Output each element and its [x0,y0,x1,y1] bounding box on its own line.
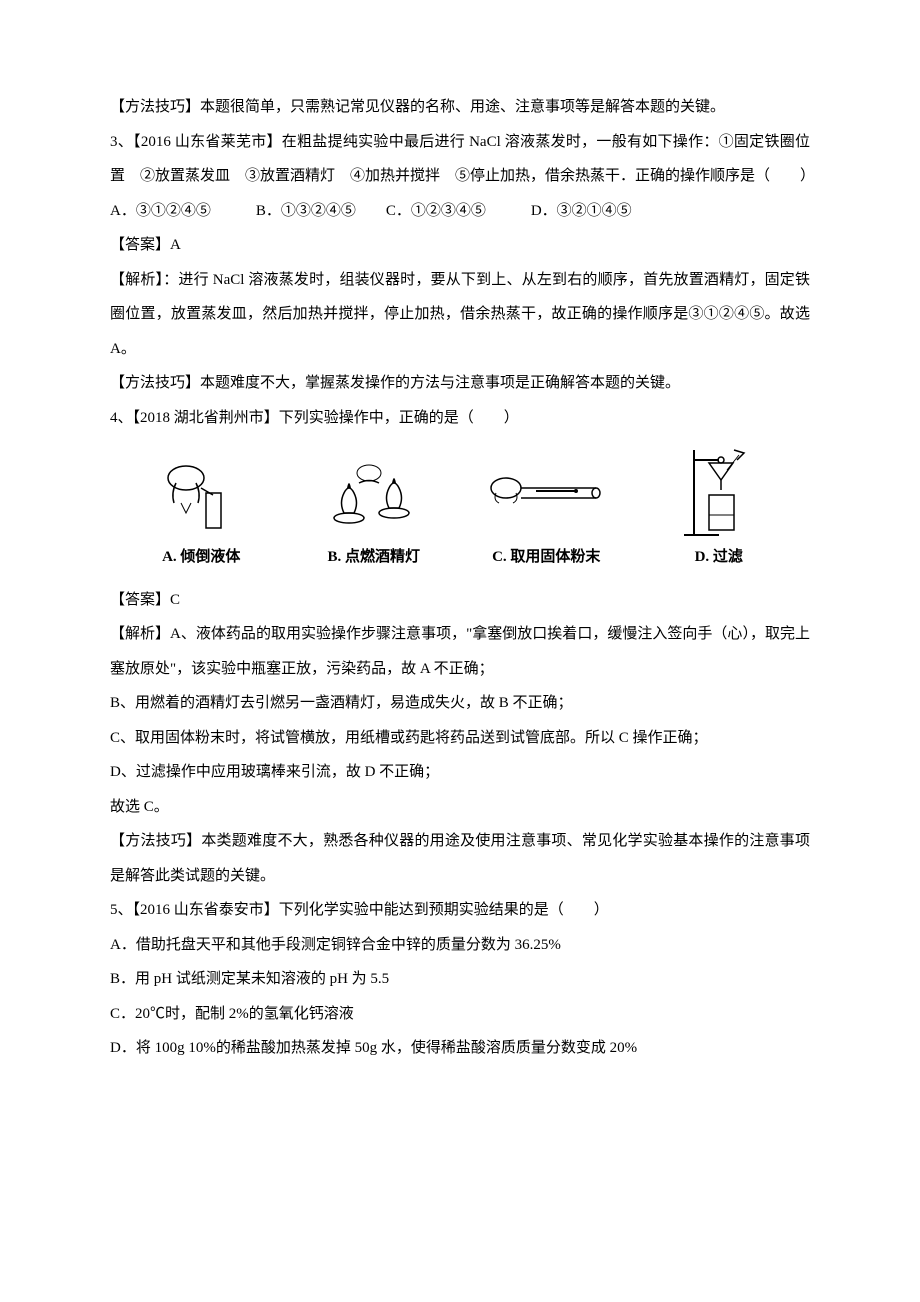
method-tip-1: 【方法技巧】本题很简单，只需熟记常见仪器的名称、用途、注意事项等是解答本题的关键… [110,90,810,125]
question-4-stem: 4、【2018 湖北省荆州市】下列实验操作中，正确的是（ ） [110,401,810,436]
image-d-filter [679,450,759,535]
question-3-options: A．③①②④⑤ B．①③②④⑤ C．①②③④⑤ D．③②①④⑤ [110,194,810,229]
image-item-c: C. 取用固体粉末 [460,450,633,575]
caption-c: C. 取用固体粉末 [492,540,600,575]
question-5-option-c: C．20℃时，配制 2%的氢氧化钙溶液 [110,997,810,1032]
question-4-answer: 【答案】C [110,583,810,618]
question-3-stem: 3、【2016 山东省莱芜市】在粗盐提纯实验中最后进行 NaCl 溶液蒸发时，一… [110,125,810,194]
question-4-analysis-d: D、过滤操作中应用玻璃棒来引流，故 D 不正确； [110,755,810,790]
image-item-b: B. 点燃酒精灯 [288,450,461,575]
image-a-pour-liquid [156,450,246,535]
question-5-option-a: A．借助托盘天平和其他手段测定铜锌合金中锌的质量分数为 36.25% [110,928,810,963]
question-4-analysis-a: 【解析】A、液体药品的取用实验操作步骤注意事项，"拿塞倒放口挨着口，缓慢注入签向… [110,617,810,686]
question-5-option-b: B．用 pH 试纸测定某未知溶液的 pH 为 5.5 [110,962,810,997]
question-4-conclusion: 故选 C。 [110,790,810,825]
question-3-method: 【方法技巧】本题难度不大，掌握蒸发操作的方法与注意事项是正确解答本题的关键。 [110,366,810,401]
image-b-light-lamp [319,450,429,535]
question-5-stem: 5、【2016 山东省泰安市】下列化学实验中能达到预期实验结果的是（ ） [110,893,810,928]
question-4-method: 【方法技巧】本类题难度不大，熟悉各种仪器的用途及使用注意事项、常见化学实验基本操… [110,824,810,893]
caption-b: B. 点燃酒精灯 [327,540,420,575]
question-3-answer: 【答案】A [110,228,810,263]
question-5-option-d: D．将 100g 10%的稀盐酸加热蒸发掉 50g 水，使得稀盐酸溶质质量分数变… [110,1031,810,1066]
question-3-analysis: 【解析】：进行 NaCl 溶液蒸发时，组装仪器时，要从下到上、从左到右的顺序，首… [110,263,810,367]
experiment-images-row: A. 倾倒液体 B. 点燃酒精灯 [110,450,810,575]
image-item-a: A. 倾倒液体 [115,450,288,575]
question-4-analysis-c: C、取用固体粉末时，将试管横放，用纸槽或药匙将药品送到试管底部。所以 C 操作正… [110,721,810,756]
caption-d: D. 过滤 [695,540,743,575]
image-c-solid-powder [481,450,611,535]
image-item-d: D. 过滤 [633,450,806,575]
question-4-analysis-b: B、用燃着的酒精灯去引燃另一盏酒精灯，易造成失火，故 B 不正确； [110,686,810,721]
caption-a: A. 倾倒液体 [162,540,240,575]
